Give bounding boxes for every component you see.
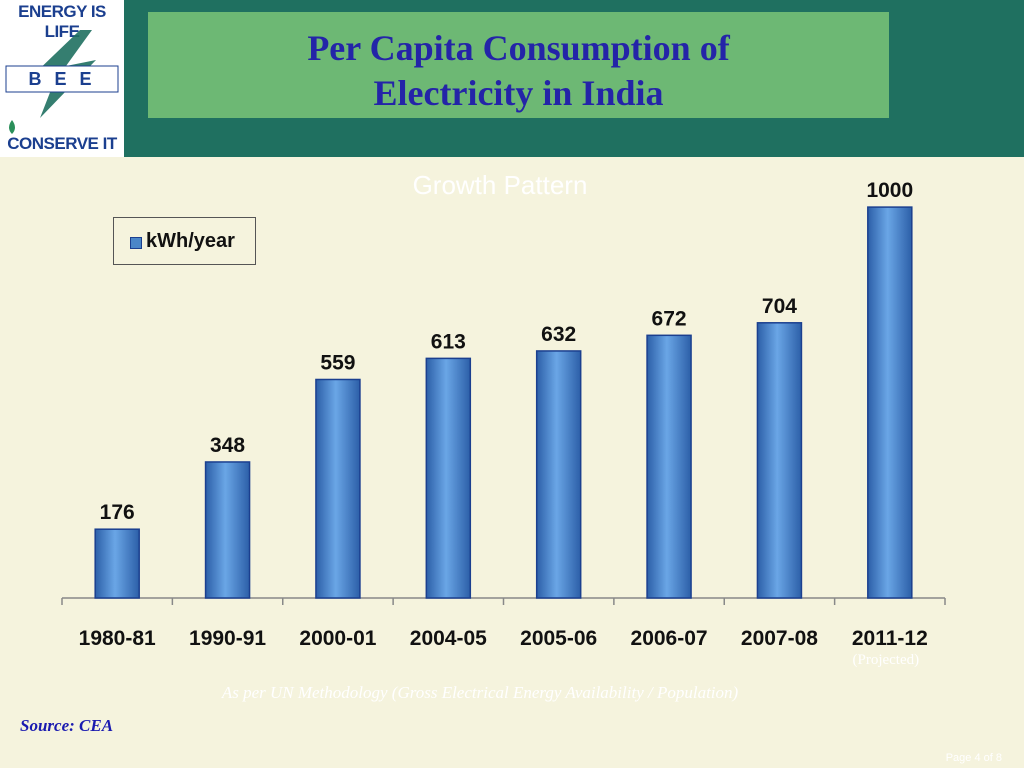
bar-2006-07 [646, 334, 692, 599]
bee-logo: ENERGY IS LIFE B E E CONSERVE IT [0, 0, 124, 157]
data-label: 704 [762, 295, 797, 318]
data-label: 672 [652, 307, 687, 330]
x-tick-label: 2011-12 [852, 627, 928, 650]
data-label: 613 [431, 330, 466, 353]
page-number: Page 4 of 8 [945, 752, 1002, 764]
bar-2011-12 [867, 206, 913, 599]
x-tick-label: 2005-06 [520, 627, 597, 650]
x-tick-label: 2007-08 [741, 627, 818, 650]
data-label: 1000 [866, 179, 913, 202]
bar-1990-91 [204, 461, 251, 599]
legend-swatch [130, 237, 142, 249]
projected-note: (Projected) [852, 652, 919, 668]
x-tick-label: 2006-07 [631, 627, 708, 650]
methodology-footnote: As per UN Methodology (Gross Electrical … [221, 683, 739, 702]
bar-2004-05 [425, 357, 472, 599]
x-tick-label: 2000-01 [299, 627, 376, 650]
data-label: 632 [541, 323, 576, 346]
bar-2000-01 [315, 378, 361, 599]
logo-top-text: ENERGY IS LIFE [18, 2, 106, 41]
bar-1980-81 [94, 528, 140, 599]
x-tick-label: 1990-91 [189, 627, 266, 650]
legend-label: kWh/year [146, 230, 235, 252]
logo-middle-text: B E E [28, 69, 96, 89]
data-label: 176 [100, 501, 135, 524]
data-label: 559 [320, 351, 355, 374]
x-tick-label: 1980-81 [79, 627, 156, 650]
source-note: Source: CEA [20, 716, 114, 735]
bar-2005-06 [535, 350, 582, 599]
page-title-line1: Per Capita Consumption of [307, 28, 730, 68]
data-label: 348 [210, 434, 245, 457]
title-box: Per Capita Consumption of Electricity in… [148, 12, 889, 118]
bar-2007-08 [756, 322, 803, 599]
chart-subtitle: Growth Pattern [412, 170, 588, 200]
page-title-line2: Electricity in India [373, 73, 664, 113]
chart-legend: kWh/year [113, 217, 256, 265]
x-tick-label: 2004-05 [410, 627, 487, 650]
lightning-icon [5, 30, 119, 134]
logo-bottom-text: CONSERVE IT [7, 134, 117, 153]
